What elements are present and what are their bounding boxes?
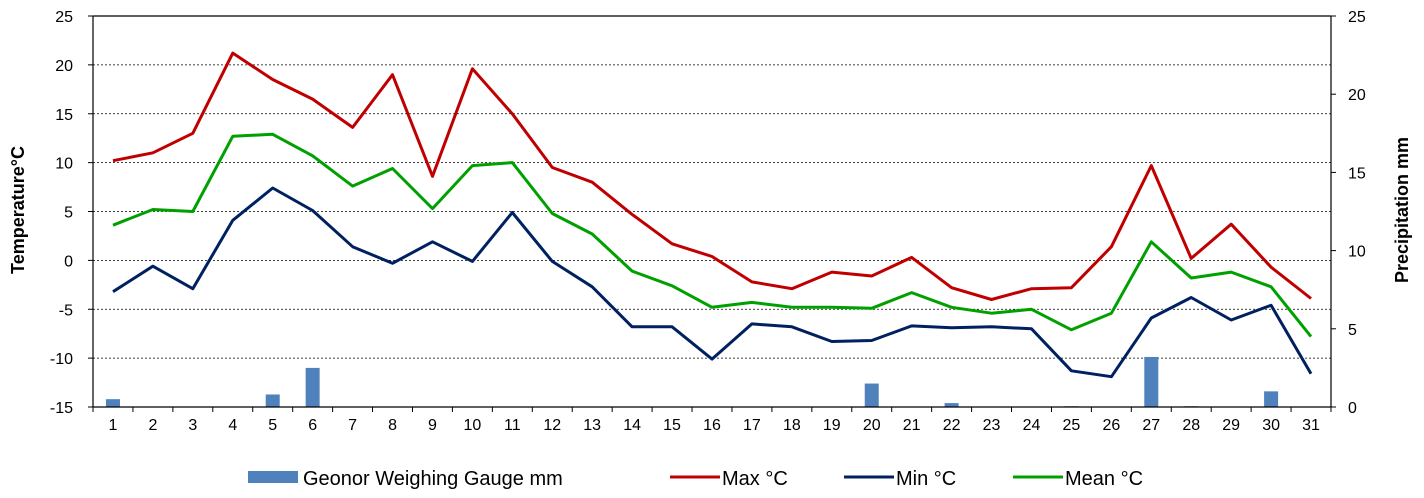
precipitation-bar — [105, 399, 120, 407]
tick-labels: 1 2 3 4 5 6 7 8 9 10 11 12 13 14 15 16 17 18 19 20 21 22 23 24 2… — [50, 9, 1366, 434]
precipitation-bar — [864, 383, 879, 407]
y-tick-label-left: -5 — [59, 302, 73, 319]
x-tick-label: 28 — [1182, 417, 1200, 434]
x-tick-label: 7 — [348, 417, 357, 434]
x-tick-label: 11 — [504, 417, 521, 434]
legend-swatch-precipitation — [248, 471, 298, 483]
precipitation-bar — [305, 367, 320, 407]
x-tick-label: 8 — [388, 417, 397, 434]
legend-item-precipitation: Geonor Weighing Gauge mm — [248, 468, 563, 490]
y-tick-label-right: 10 — [1348, 244, 1366, 261]
x-tick-label: 17 — [743, 417, 761, 434]
y-tick-label-right: 25 — [1348, 9, 1366, 26]
series-line-min — [112, 186, 1313, 379]
x-tick-label: 31 — [1302, 417, 1320, 434]
x-tick-label: 15 — [663, 417, 681, 434]
precipitation-bar — [265, 394, 280, 407]
x-tick-label: 4 — [228, 417, 237, 434]
precipitation-bar — [1264, 391, 1279, 407]
x-tick-label: 9 — [428, 417, 437, 434]
x-tick-label: 16 — [703, 417, 721, 434]
y-axis-title-left: Temperature°C — [8, 146, 28, 274]
series-line-max — [112, 51, 1312, 301]
x-tick-label: 29 — [1222, 417, 1240, 434]
x-tick-label: 25 — [1063, 417, 1081, 434]
y-tick-label-left: 5 — [64, 205, 73, 222]
legend-label-max: Max °C — [722, 468, 788, 490]
x-tick-label: 6 — [308, 417, 317, 434]
x-tick-label: 30 — [1262, 417, 1280, 434]
legend-item-min: Min °C — [844, 468, 956, 490]
x-tick-label: 5 — [268, 417, 277, 434]
x-tick-label: 13 — [583, 417, 601, 434]
temperature-lines — [112, 51, 1313, 379]
legend-item-mean: Mean °C — [1013, 468, 1143, 490]
series-line-mean — [112, 132, 1313, 338]
x-tick-label: 14 — [623, 417, 641, 434]
x-tick-label: 3 — [188, 417, 197, 434]
precipitation-bars — [105, 356, 1279, 407]
y-tick-label-right: 0 — [1348, 400, 1357, 417]
x-tick-label: 22 — [943, 417, 961, 434]
axes — [88, 15, 1336, 412]
x-tick-label: 20 — [863, 417, 881, 434]
x-tick-label: 19 — [823, 417, 841, 434]
x-tick-label: 26 — [1102, 417, 1120, 434]
x-tick-label: 12 — [543, 417, 561, 434]
y-tick-label-right: 20 — [1348, 87, 1366, 104]
x-tick-label: 24 — [1023, 417, 1041, 434]
precipitation-bar — [944, 403, 959, 407]
x-tick-label: 21 — [903, 417, 921, 434]
legend-label-min: Min °C — [896, 468, 956, 490]
x-tick-label: 10 — [463, 417, 481, 434]
y-tick-label-left: 15 — [55, 107, 73, 124]
y-tick-label-left: 25 — [55, 9, 73, 26]
legend-item-max: Max °C — [670, 468, 788, 490]
x-tick-label: 1 — [109, 417, 118, 434]
legend: Geonor Weighing Gauge mm Max °C Min °C M… — [248, 468, 1143, 490]
legend-label-precipitation: Geonor Weighing Gauge mm — [303, 468, 563, 490]
y-axis-title-right: Precipitation mm — [1392, 137, 1412, 283]
y-tick-label-right: 5 — [1348, 322, 1357, 339]
y-tick-label-left: 20 — [55, 58, 73, 75]
legend-label-mean: Mean °C — [1065, 468, 1143, 490]
x-tick-label: 18 — [783, 417, 801, 434]
y-tick-label-left: -15 — [50, 400, 73, 417]
y-tick-label-left: 10 — [55, 156, 73, 173]
x-tick-label: 23 — [983, 417, 1001, 434]
x-tick-label: 2 — [148, 417, 157, 434]
y-tick-label-right: 15 — [1348, 165, 1366, 182]
y-tick-label-left: 0 — [64, 253, 73, 270]
y-tick-label-left: -10 — [50, 351, 73, 368]
precipitation-bar — [1144, 356, 1159, 407]
x-tick-label: 27 — [1142, 417, 1160, 434]
